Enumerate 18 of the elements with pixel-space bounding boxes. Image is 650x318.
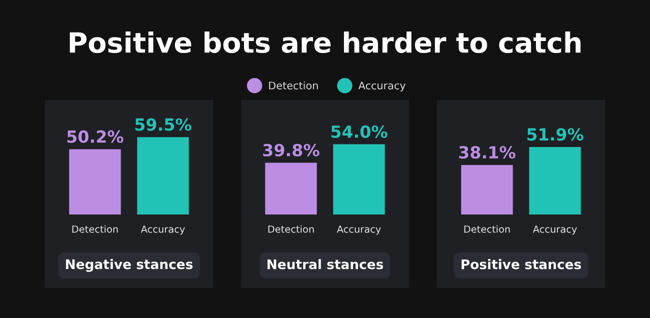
x-tick-label: Detection [464,225,510,233]
data-label: 50.2% [67,130,124,143]
legend-label: Accuracy [358,82,406,92]
legend-label: Detection [269,81,318,90]
x-tick-label: Accuracy [140,226,185,235]
data-label: 39.8% [263,144,320,156]
data-label: 38.1% [459,146,516,159]
data-label: 54.0% [331,125,388,138]
x-tick-label: Accuracy [336,226,381,235]
x-tick-label: Accuracy [532,226,577,235]
text: Positive bots are harder to catch [70,32,581,54]
text: Negative stances [66,259,193,272]
x-tick-label: Detection [268,225,314,233]
data-label: 59.5% [135,118,192,131]
text: Neutral stances [268,259,384,270]
data-label: 51.9% [527,128,584,141]
text: Positive stances [462,259,581,270]
x-tick-label: Detection [72,225,118,233]
